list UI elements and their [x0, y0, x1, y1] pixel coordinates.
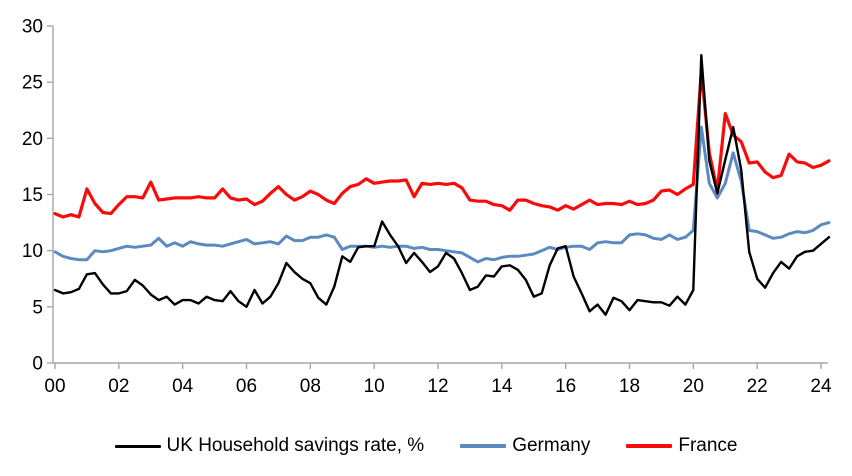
y-tick-label: 15	[22, 185, 43, 206]
x-tick-label: 20	[683, 376, 704, 397]
y-tick-label: 10	[22, 241, 43, 262]
legend-label-uk: UK Household savings rate, %	[166, 435, 425, 456]
legend-item-germany: Germany	[460, 435, 590, 457]
germany-line-swatch	[460, 444, 507, 448]
x-tick-label: 14	[491, 376, 513, 397]
legend-item-uk: UK Household savings rate, %	[114, 435, 425, 457]
y-tick-label: 5	[32, 297, 43, 318]
y-tick-label: 25	[22, 73, 43, 94]
x-tick-label: 02	[108, 376, 129, 397]
x-tick-label: 08	[300, 376, 321, 397]
savings-chart-svg: 0 5 10 15 20 25 30 00 02 04 06 08 10 12 14 16 18 20 22 24	[22, 17, 832, 398]
y-tick-label: 0	[32, 354, 43, 375]
legend-item-france: France	[626, 435, 737, 457]
uk-line	[53, 54, 831, 316]
x-tick-label: 16	[555, 376, 576, 397]
x-tick-label: 12	[427, 376, 448, 397]
x-tick-label: 18	[619, 376, 640, 397]
x-tick-label: 24	[810, 376, 832, 397]
x-tick-label: 06	[236, 376, 257, 397]
uk-line-swatch	[114, 444, 161, 448]
germany-line	[53, 125, 831, 264]
x-tick-label: 04	[172, 376, 194, 397]
plot-area: 0 5 10 15 20 25 30 00 02 04 06 08 10 12 14 16 18 20 22 24	[22, 17, 832, 398]
x-tick-label: 22	[747, 376, 768, 397]
x-tick-label: 00	[44, 376, 65, 397]
france-line-swatch	[626, 444, 673, 448]
legend-label-germany: Germany	[512, 435, 591, 456]
france-line	[53, 69, 831, 219]
x-tick-label: 10	[364, 376, 385, 397]
y-tick-label: 30	[22, 17, 43, 38]
y-tick-label: 20	[22, 129, 43, 150]
legend-label-france: France	[678, 435, 738, 456]
chart-legend: UK Household savings rate, % Germany Fra…	[0, 424, 852, 468]
